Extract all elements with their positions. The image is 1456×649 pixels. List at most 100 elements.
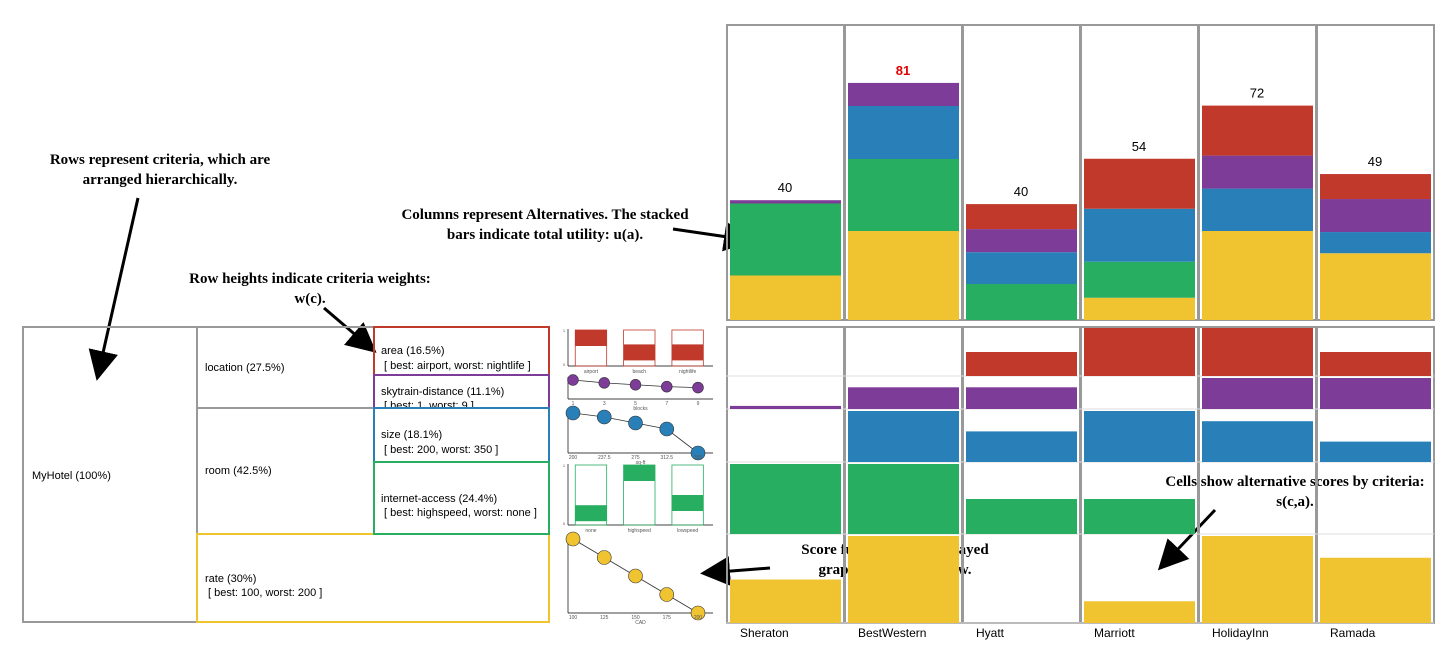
alternative-name: Hyatt [976,626,1005,640]
score-cell-bar [1320,441,1431,462]
x-tick-label: 9 [697,401,700,407]
criteria-score-grid [726,326,1435,624]
score-bar [671,495,704,511]
skytrain-range: [ best: 1, worst: 9 ] [384,400,474,409]
score-cell-bar [848,536,959,623]
score-point [628,568,643,584]
score-cell-bar [1202,378,1313,409]
x-tick-label: 5 [634,401,637,407]
score-bar-outline [574,464,608,526]
rate-range: [ best: 100, worst: 200 ] [208,587,323,599]
rate-label: rate (30%) [205,573,257,585]
x-tick-label: 312.5 [660,455,673,461]
x-axis-label: sq-ft [636,460,646,466]
stacked-segment [848,231,959,320]
root-criterion[interactable]: MyHotel (100%) [22,326,198,623]
row-heights-annotation: Row heights indicate criteria weights: w… [189,271,431,307]
score-cell-bar [966,387,1077,409]
stacked-segment [848,82,959,106]
score-cell-bar [1320,557,1431,623]
score-point [596,409,612,425]
category-label: beach [632,369,646,375]
score-cell-bar [1084,499,1195,534]
stacked-segment [1084,158,1195,209]
score-point [596,550,612,565]
score-bar [575,505,607,522]
location-label: location (27.5%) [205,362,285,374]
area-criterion[interactable]: area (16.5%) [ best: airport, worst: nig… [373,326,550,376]
score-point [565,405,581,421]
stacked-segment [1202,155,1313,189]
total-score-label: 54 [1132,139,1146,154]
alternative-name: Marriott [1094,626,1135,640]
y-tick-label: 0 [563,362,566,367]
score-bar [671,344,704,361]
category-label: highspeed [628,528,651,534]
x-tick-label: 275 [631,455,640,461]
size-criterion[interactable]: size (18.1%) [ best: 200, worst: 350 ] [373,407,550,463]
stacked-segment [1202,188,1313,231]
score-point [690,445,706,461]
category-label: airport [584,369,599,375]
score-cell-bar [730,405,841,409]
area-label: area (16.5%) [381,345,445,357]
score-cell-bar [1084,328,1195,376]
y-tick-label: 1 [563,463,566,468]
score-cell-bar [1084,411,1195,462]
score-cell-bar [848,387,959,409]
score-point [567,374,579,386]
x-axis-label: blocks [633,406,648,412]
score-point [629,379,642,391]
size-range: [ best: 200, worst: 350 ] [384,444,499,456]
score-cell-bar [966,499,1077,534]
rows-annotation: Rows represent criteria, which are arran… [49,152,271,188]
internet-label: internet-access (24.4%) [381,493,498,505]
x-tick-label: 150 [631,615,640,621]
score-cell-bar [1084,601,1195,623]
category-label: nightlife [679,369,696,375]
x-tick-label: 175 [663,615,672,621]
total-utility-chart: 40 81 40 54 72 49 [726,24,1435,321]
score-point [565,531,581,547]
x-tick-label: 237.5 [598,455,611,461]
score-cell-bar [966,431,1077,462]
stacked-segment [1202,105,1313,156]
score-point [659,421,675,437]
score-function-panel[interactable]: 1 0 airport beach nightlife 1 3 5 7 9 blocks 200 237… [548,326,728,626]
x-tick-label: 200 [569,455,578,461]
stacked-segment [1320,174,1431,200]
room-criterion[interactable]: room (42.5%) [196,407,375,535]
score-cell-bar [730,579,841,623]
category-label: lowspeed [677,528,698,534]
x-tick-label: 125 [600,615,609,621]
total-score-label: 49 [1368,154,1382,169]
score-cell-bar [1320,352,1431,376]
skytrain-criterion[interactable]: skytrain-distance (11.1%) [ best: 1, wor… [373,374,550,409]
room-label: room (42.5%) [205,465,272,477]
area-range: [ best: airport, worst: nightlife ] [384,360,531,372]
category-label: none [585,528,596,534]
score-point [659,587,675,602]
x-tick-label: 200 [694,615,703,621]
stacked-segment [730,200,841,204]
score-cell-bar [966,352,1077,376]
location-criterion[interactable]: location (27.5%) [196,326,375,409]
x-tick-label: 1 [572,401,575,407]
x-tick-label: 350 [694,455,703,461]
stacked-segment [966,204,1077,230]
x-tick-label: 3 [603,401,606,407]
stacked-segment [1084,297,1195,320]
stacked-segment [730,275,841,320]
y-tick-label: 0 [563,521,566,526]
stacked-segment [848,159,959,231]
score-point [692,381,704,394]
stacked-segment [966,229,1077,253]
stacked-segment [1320,253,1431,320]
alternative-name: Sheraton [740,626,789,640]
alternative-name: Ramada [1330,626,1376,640]
score-point [690,605,706,621]
rate-criterion[interactable]: rate (30%) [ best: 100, worst: 200 ] [196,533,550,623]
score-point [598,377,610,389]
internet-criterion[interactable]: internet-access (24.4%) [ best: highspee… [373,461,550,535]
